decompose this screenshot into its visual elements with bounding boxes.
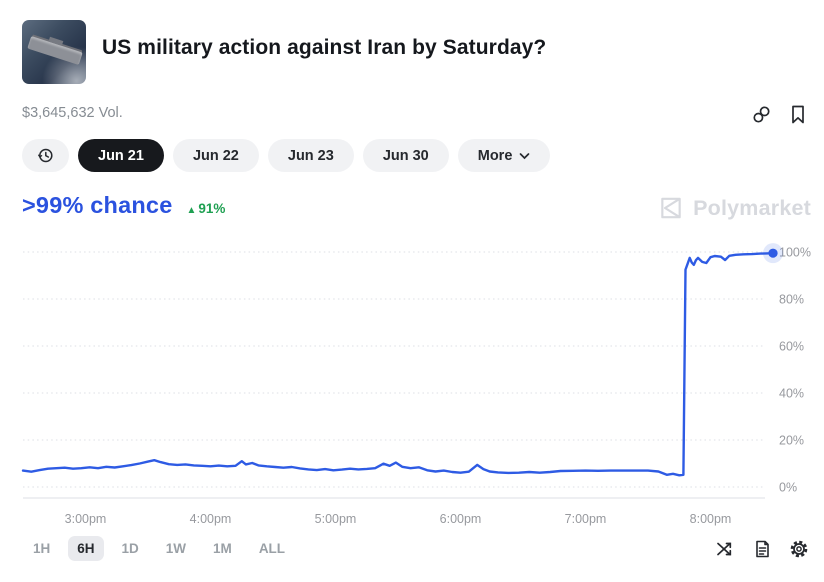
date-tabs: Jun 21 Jun 22 Jun 23 Jun 30 More (22, 139, 551, 172)
up-arrow-icon: ▲ (186, 205, 197, 216)
range-1h[interactable]: 1H (24, 536, 59, 561)
chance-value: >99% chance (22, 192, 173, 218)
market-thumbnail (22, 20, 86, 84)
volume-label: $3,645,632 Vol. (22, 105, 123, 121)
y-tick-60%: 60% (779, 340, 804, 354)
change-value: 91% (198, 201, 226, 216)
range-1m[interactable]: 1M (204, 536, 241, 561)
price-line (21, 251, 775, 477)
range-6h[interactable]: 6H (68, 536, 104, 561)
polymarket-wordmark: Polymarket (693, 195, 811, 220)
range-all[interactable]: ALL (250, 536, 294, 561)
tab-more[interactable]: More (457, 139, 551, 172)
y-tick-80%: 80% (779, 293, 804, 307)
y-tick-0%: 0% (779, 481, 797, 495)
gear-icon[interactable] (787, 537, 811, 561)
history-icon (38, 148, 53, 163)
x-tick-6:00pm: 6:00pm (440, 512, 482, 526)
range-1d[interactable]: 1D (113, 536, 148, 561)
chart-tools (713, 537, 811, 561)
probability-chart[interactable]: 0% 20% 40% 60% 80% 100% 3:00pm 4:00pm 5:00pm 6:00… (0, 240, 824, 530)
endpoint-dot (768, 248, 778, 258)
tab-label: Jun 23 (287, 147, 334, 164)
tab-jun-30[interactable]: Jun 30 (362, 139, 449, 172)
x-tick-5:00pm: 5:00pm (315, 512, 357, 526)
polymarket-watermark: Polymarket (658, 195, 811, 221)
page-title: US military action against Iran by Satur… (102, 36, 547, 59)
y-tick-100%: 100% (779, 246, 811, 260)
tab-label: Jun 22 (192, 147, 239, 164)
document-icon[interactable] (750, 537, 774, 561)
x-tick-3:00pm: 3:00pm (65, 512, 107, 526)
x-tick-7:00pm: 7:00pm (565, 512, 607, 526)
x-tick-8:00pm: 8:00pm (690, 512, 732, 526)
aircraft-carrier-image (27, 35, 83, 66)
copy-link-icon[interactable] (749, 102, 773, 126)
range-1w[interactable]: 1W (157, 536, 195, 561)
shuffle-icon[interactable] (713, 537, 737, 561)
tab-label: More (477, 147, 513, 164)
time-range-selector: 1H 6H 1D 1W 1M ALL (24, 536, 294, 561)
y-tick-20%: 20% (779, 434, 804, 448)
change-badge: ▲ 91% (186, 201, 225, 216)
x-tick-4:00pm: 4:00pm (190, 512, 232, 526)
bookmark-icon[interactable] (786, 102, 810, 126)
chance-row: >99% chance ▲ 91% (22, 192, 225, 219)
tab-label: Jun 21 (98, 147, 144, 164)
header-actions (749, 102, 810, 126)
tab-jun-23[interactable]: Jun 23 (267, 139, 354, 172)
chart-canvas[interactable]: 0% 20% 40% 60% 80% 100% 3:00pm 4:00pm 5:00pm 6:00… (0, 240, 824, 530)
tab-jun-21[interactable]: Jun 21 (78, 139, 164, 172)
history-button[interactable] (22, 139, 69, 172)
tab-jun-22[interactable]: Jun 22 (172, 139, 259, 172)
tab-label: Jun 30 (382, 147, 429, 164)
polymarket-logo-icon (661, 197, 681, 219)
chevron-down-icon (520, 152, 530, 159)
y-tick-40%: 40% (779, 387, 804, 401)
